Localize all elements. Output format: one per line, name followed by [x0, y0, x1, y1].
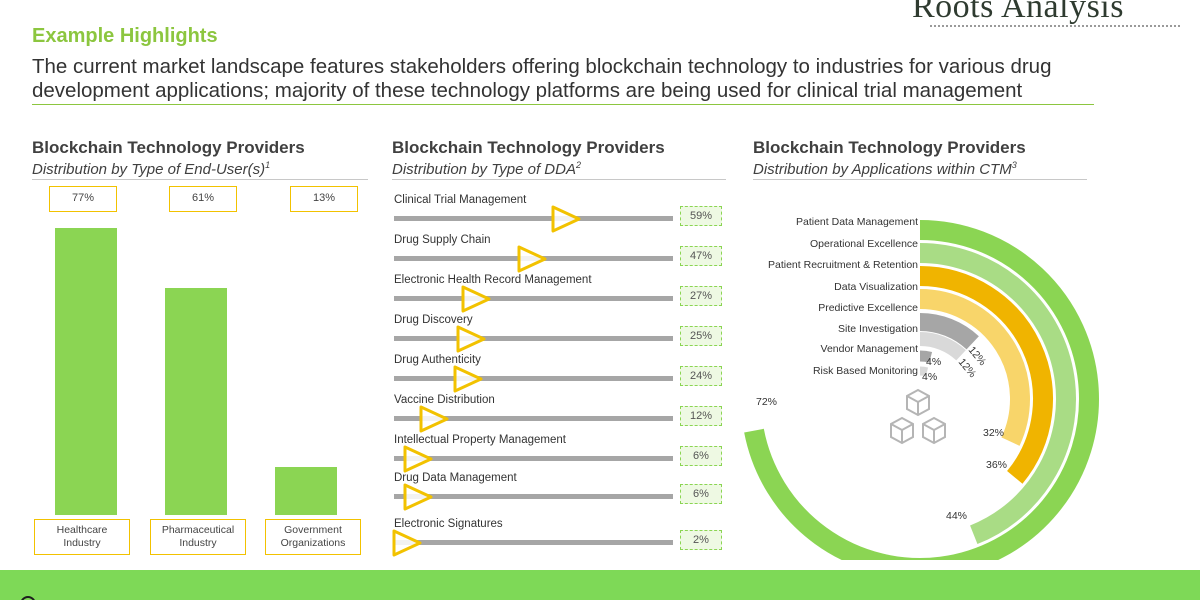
radial-category-label: Patient Recruitment & Retention	[768, 259, 918, 271]
dda-track	[394, 336, 673, 341]
bar-category-label: Government Organizations	[265, 519, 361, 555]
dda-value-label: 27%	[680, 286, 722, 306]
radial-category-label: Site Investigation	[838, 323, 918, 335]
dda-marker	[456, 325, 486, 353]
panel-2-divider	[392, 179, 726, 180]
radial-value-label: 72%	[756, 396, 777, 408]
dda-marker	[419, 405, 449, 433]
radial-category-label: Risk Based Monitoring	[813, 365, 918, 377]
dda-value-label: 25%	[680, 326, 722, 346]
radial-arc-7	[919, 350, 933, 363]
section-eyebrow: Example Highlights	[32, 25, 218, 47]
radial-value-label: 4%	[922, 371, 937, 383]
radial-value-label: 4%	[926, 356, 941, 368]
bar-value-label: 13%	[290, 186, 358, 212]
logo-text: Roots Analysis	[912, 0, 1124, 25]
radial-arc-6	[919, 332, 966, 361]
dda-track	[394, 416, 673, 421]
panel-1-title: Blockchain Technology Providers	[32, 138, 305, 157]
panel-3-title: Blockchain Technology Providers	[753, 138, 1026, 157]
dda-value-label: 6%	[680, 446, 722, 466]
panel-2-subtitle: Distribution by Type of DDA2	[392, 160, 581, 178]
bar-value-label: 77%	[49, 186, 117, 212]
panel-1-subtitle: Distribution by Type of End-User(s)1	[32, 160, 271, 178]
dda-marker	[551, 205, 581, 233]
dda-marker	[517, 245, 547, 273]
dda-track	[394, 296, 673, 301]
radial-category-label: Patient Data Management	[796, 216, 918, 228]
dda-track	[394, 494, 673, 499]
header-divider	[32, 104, 1094, 105]
dda-track	[394, 376, 673, 381]
dda-marker	[403, 445, 433, 473]
roots-analysis-logo: Roots Analysis	[912, 0, 1200, 36]
dda-value-label: 59%	[680, 206, 722, 226]
radial-value-label: 32%	[983, 427, 1004, 439]
radial-arc-4	[919, 289, 1030, 446]
dda-category-label: Electronic Signatures	[394, 518, 503, 530]
dda-value-label: 47%	[680, 246, 722, 266]
dda-category-label: Intellectual Property Management	[394, 434, 566, 446]
radial-value-label: 44%	[946, 510, 967, 522]
dda-track	[394, 456, 673, 461]
dda-category-label: Clinical Trial Management	[394, 194, 527, 206]
dda-marker	[392, 529, 422, 557]
dda-category-label: Drug Discovery	[394, 314, 473, 326]
radial-category-label: Vendor Management	[821, 343, 919, 355]
radial-arc-5	[919, 313, 979, 350]
radial-arc-1	[744, 220, 1099, 560]
radial-category-label: Predictive Excellence	[818, 302, 918, 314]
bar-category-label: Healthcare Industry	[34, 519, 130, 555]
panel-1-divider	[32, 179, 368, 180]
panel-3-subtitle: Distribution by Applications within CTM3	[753, 160, 1017, 178]
blockchain-cubes-icon	[890, 388, 946, 445]
dda-marker	[461, 285, 491, 313]
dda-value-label: 6%	[680, 484, 722, 504]
radial-category-label: Operational Excellence	[810, 238, 918, 250]
dda-marker	[453, 365, 483, 393]
dda-marker	[403, 483, 433, 511]
dda-value-label: 24%	[680, 366, 722, 386]
bar-3	[275, 466, 337, 515]
logo-underline	[930, 25, 1180, 28]
radial-arc-8	[919, 366, 929, 377]
dda-category-label: Electronic Health Record Management	[394, 274, 592, 286]
bar-1	[55, 228, 117, 515]
dda-category-label: Drug Authenticity	[394, 354, 481, 366]
page-headline: The current market landscape features st…	[32, 55, 1052, 102]
dda-category-label: Drug Supply Chain	[394, 234, 491, 246]
panel-2-title: Blockchain Technology Providers	[392, 138, 665, 157]
bar-2	[165, 287, 227, 515]
radial-category-label: Data Visualization	[834, 281, 918, 293]
dda-track	[394, 540, 673, 545]
radial-value-label: 36%	[986, 459, 1007, 471]
dda-value-label: 2%	[680, 530, 722, 550]
bar-category-label: Pharmaceutical Industry	[150, 519, 246, 555]
ctm-radial-chart: Patient Data Management Operational Excel…	[744, 216, 1099, 560]
dda-track	[394, 216, 673, 221]
panel-3-divider	[753, 179, 1087, 180]
bar-value-label: 61%	[169, 186, 237, 212]
dda-category-label: Vaccine Distribution	[394, 394, 495, 406]
radial-arc-3	[919, 266, 1053, 484]
footer-band	[0, 570, 1200, 600]
radial-arc-2	[919, 243, 1076, 545]
dda-value-label: 12%	[680, 406, 722, 426]
dda-category-label: Drug Data Management	[394, 472, 517, 484]
